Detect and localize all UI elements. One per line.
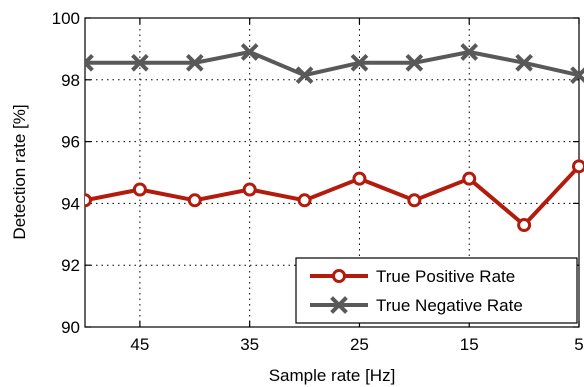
data-point-tnr-stroke-b — [460, 43, 479, 61]
data-point-tnr — [295, 66, 314, 84]
x-axis-label: Sample rate [Hz] — [269, 366, 396, 385]
data-point-tnr — [131, 53, 149, 72]
data-point-tnr — [240, 43, 259, 61]
legend-label-tnr: True Negative Rate — [376, 296, 523, 315]
data-point-tpr — [462, 171, 477, 186]
data-point-tnr-stroke-b — [350, 53, 369, 72]
data-point-tnr-stroke-b — [240, 43, 259, 61]
x-tick-label: 15 — [460, 335, 479, 354]
x-tick-label: 5 — [574, 335, 583, 354]
data-point-tpr — [242, 182, 257, 197]
data-point-tnr-stroke-b — [131, 53, 149, 72]
legend-marker-tnr — [330, 296, 348, 314]
data-point-tnr — [515, 53, 533, 72]
legend-label-tpr: True Positive Rate — [376, 267, 515, 286]
data-point-tpr — [572, 159, 584, 174]
data-point-tnr — [185, 53, 204, 72]
data-point-tpr — [352, 171, 367, 186]
data-point-tnr — [350, 53, 369, 72]
legend-box — [295, 257, 578, 324]
data-point-tnr-stroke-a — [85, 59, 94, 72]
data-point-tnr-stroke-b — [295, 66, 314, 84]
axis-ticks: 45 35 25 15 5 90 92 94 96 98 100 — [52, 9, 584, 354]
data-point-tpr — [187, 193, 202, 208]
legend-marker-tpr — [332, 269, 346, 283]
data-point-tnr — [405, 53, 424, 72]
data-point-tnr-stroke-b — [570, 67, 584, 84]
data-point-tnr-stroke-b — [185, 53, 204, 72]
data-point-tnr-stroke-b — [405, 53, 424, 72]
data-point-tnr — [85, 53, 94, 72]
series-line-tnr — [85, 49, 580, 78]
data-point-tnr — [460, 43, 479, 61]
data-point-tnr — [570, 66, 584, 84]
legend-marker-tnr-stroke-b — [330, 296, 348, 314]
y-tick-label: 94 — [61, 194, 80, 213]
series-line-tpr — [85, 164, 581, 228]
data-point-tpr — [297, 193, 312, 208]
series-group — [85, 43, 584, 233]
y-tick-label: 92 — [61, 256, 80, 275]
data-point-tnr-stroke-b — [85, 53, 94, 66]
data-point-tpr — [85, 193, 92, 208]
x-tick-label: 35 — [240, 335, 259, 354]
legend: True Positive Rate True Negative Rate — [295, 257, 578, 324]
y-tick-label: 100 — [52, 9, 80, 28]
y-tick-label: 98 — [61, 71, 80, 90]
data-point-tpr — [517, 218, 532, 233]
y-axis-label: Detection rate [%] — [10, 104, 29, 239]
y-tick-label: 90 — [61, 318, 80, 337]
data-point-tnr-stroke-b — [515, 53, 533, 72]
x-tick-label: 25 — [350, 335, 369, 354]
data-point-tpr — [132, 182, 147, 197]
x-tick-label: 45 — [130, 335, 149, 354]
y-tick-label: 96 — [61, 133, 80, 152]
data-point-tpr — [407, 193, 422, 208]
